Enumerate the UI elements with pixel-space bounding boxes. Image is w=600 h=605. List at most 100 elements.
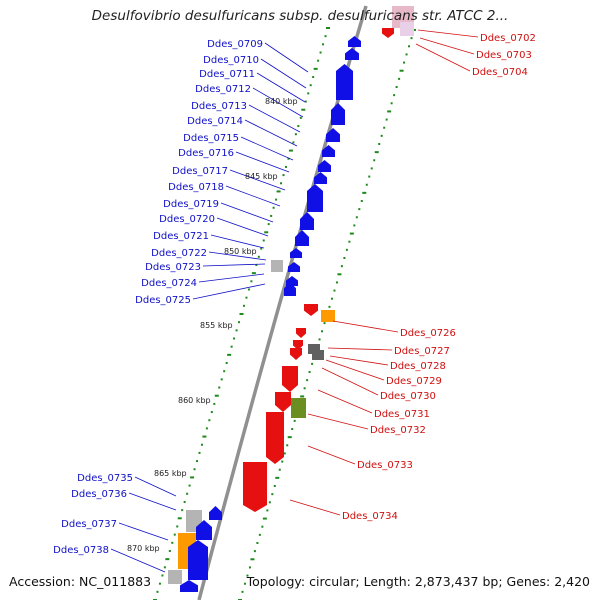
right-label-connector [327, 347, 393, 351]
tick-dot [282, 174, 285, 177]
tick-dot [202, 435, 207, 438]
gene-ddes-0733b [266, 412, 284, 464]
tick-dot [173, 533, 176, 536]
tick-dot [309, 84, 312, 87]
tick-dot [235, 329, 238, 332]
tick-dot [181, 509, 184, 512]
tick-dot [239, 313, 244, 315]
right-gene-label: Ddes_0734 [342, 511, 398, 522]
tick-dot [281, 460, 284, 463]
tick-dot [293, 419, 296, 422]
right-gene-label: Ddes_0704 [472, 67, 528, 78]
tick-dots [153, 27, 416, 601]
tick-dot [373, 159, 376, 162]
tick-dot [286, 444, 289, 447]
tick-dot [297, 125, 300, 128]
left-label-connector [128, 492, 177, 511]
right-gene-label: Ddes_0733 [357, 460, 413, 471]
tick-dot [294, 133, 297, 136]
gene-ddes-0730 [308, 344, 320, 354]
tick-dot [318, 338, 321, 341]
gene-ddes-0726 [304, 304, 318, 316]
right-gene-label: Ddes_0702 [480, 33, 536, 44]
tick-dot [218, 386, 221, 389]
tick-dot [328, 305, 331, 308]
tick-dot [299, 116, 302, 119]
left-label-connector [208, 251, 267, 261]
tick-dot [321, 330, 324, 333]
tick-dot [275, 476, 280, 479]
genome-summary-text: Topology: circular; Length: 2,873,437 bp… [246, 574, 590, 589]
tick-dot [398, 77, 401, 80]
gene-ddes-0724 [284, 282, 296, 296]
gene-ddes-0704 [400, 22, 414, 36]
right-gene-label: Ddes_0727 [394, 346, 450, 357]
left-gene-label: Ddes_0735 [77, 473, 133, 484]
tick-dot [380, 134, 383, 137]
left-label-connector [248, 104, 301, 133]
tick-dot [300, 395, 305, 398]
tick-dot [324, 35, 327, 38]
tick-dot [370, 167, 373, 170]
tick-dot [266, 509, 269, 512]
left-label-connector [244, 119, 298, 147]
right-label-connector [332, 320, 399, 333]
right-gene-label: Ddes_0731 [374, 409, 430, 420]
left-label-connector [216, 217, 269, 237]
tick-dot [306, 379, 309, 382]
left-label-connector [260, 58, 307, 89]
tick-dot [227, 353, 232, 356]
gene-ddes-0710 [345, 48, 359, 60]
tick-dot [317, 59, 320, 62]
tick-dot [353, 224, 356, 227]
accession-text: Accession: NC_011883 [9, 574, 152, 589]
tick-dot [399, 69, 404, 72]
gene-ddes-0712 [331, 103, 345, 125]
left-gene-label: Ddes_0715 [183, 133, 239, 144]
gene-ddes-0729 [293, 340, 303, 350]
right-label-connector [325, 359, 385, 381]
left-label-connector [264, 42, 309, 73]
tick-dot [280, 182, 283, 185]
right-gene-label: Ddes_0729 [386, 376, 442, 387]
tick-dot [358, 208, 361, 211]
right-label-connector [321, 367, 379, 396]
left-gene-label: Ddes_0721 [153, 231, 209, 242]
tick-dot [200, 443, 203, 446]
gene-ddes-0733 [282, 366, 298, 392]
left-gene-label: Ddes_0720 [159, 214, 215, 225]
scale-label: 845 kbp [245, 172, 278, 181]
tick-dot [241, 590, 244, 593]
left-label-connector [118, 522, 169, 541]
tick-dot [261, 525, 264, 528]
left-label-connector [229, 169, 286, 191]
tick-dot [340, 265, 343, 268]
tick-dot [410, 37, 413, 40]
gene-ddes-0738b [180, 580, 198, 592]
label-connectors [110, 29, 479, 573]
tick-dot [355, 216, 358, 219]
gene-ddes-0709 [348, 36, 361, 47]
left-label-connector [240, 136, 294, 161]
tick-dot [268, 501, 271, 504]
tick-dot [210, 411, 213, 414]
gene-ddes-0719 [295, 230, 309, 246]
tick-dot [213, 402, 216, 405]
tick-dot [395, 86, 398, 88]
tick-dot [393, 94, 396, 97]
left-gene-label: Ddes_0714 [187, 116, 243, 127]
gene-ddes-0728 [296, 328, 306, 338]
right-label-connector [289, 499, 341, 516]
scale-label: 870 kbp [127, 544, 160, 553]
tick-dot [271, 493, 274, 496]
tick-dot [288, 149, 293, 152]
gene-ddes-0714 [322, 145, 335, 157]
gene-ddes-0711 [336, 64, 353, 100]
tick-dot [158, 582, 161, 585]
tick-dot [205, 427, 208, 430]
tick-dot [272, 206, 275, 209]
tick-dot [323, 322, 326, 325]
left-label-connector [202, 263, 266, 267]
right-label-connector [329, 355, 389, 366]
